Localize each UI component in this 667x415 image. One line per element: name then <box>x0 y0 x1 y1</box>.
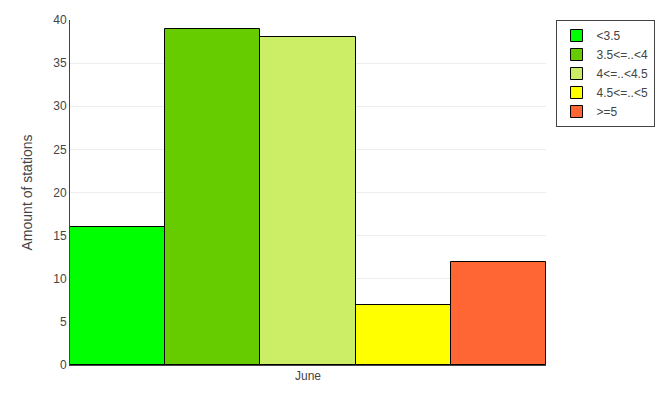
svg-text:25: 25 <box>53 143 67 157</box>
svg-text:Amount of stations: Amount of stations <box>19 135 35 251</box>
svg-text:3.5<=..<4: 3.5<=..<4 <box>597 48 648 62</box>
svg-text:4.5<=..<5: 4.5<=..<5 <box>597 86 648 100</box>
svg-text:35: 35 <box>53 56 67 70</box>
svg-text:June: June <box>295 369 321 383</box>
svg-text:4<=..<4.5: 4<=..<4.5 <box>597 67 648 81</box>
svg-text:30: 30 <box>53 99 67 113</box>
svg-text:40: 40 <box>53 13 67 27</box>
svg-text:5: 5 <box>60 315 67 329</box>
svg-text:<3.5: <3.5 <box>597 29 621 43</box>
svg-text:20: 20 <box>53 186 67 200</box>
svg-text:>=5: >=5 <box>597 105 618 119</box>
svg-text:15: 15 <box>53 229 67 243</box>
svg-text:10: 10 <box>53 272 67 286</box>
svg-text:0: 0 <box>60 358 67 372</box>
